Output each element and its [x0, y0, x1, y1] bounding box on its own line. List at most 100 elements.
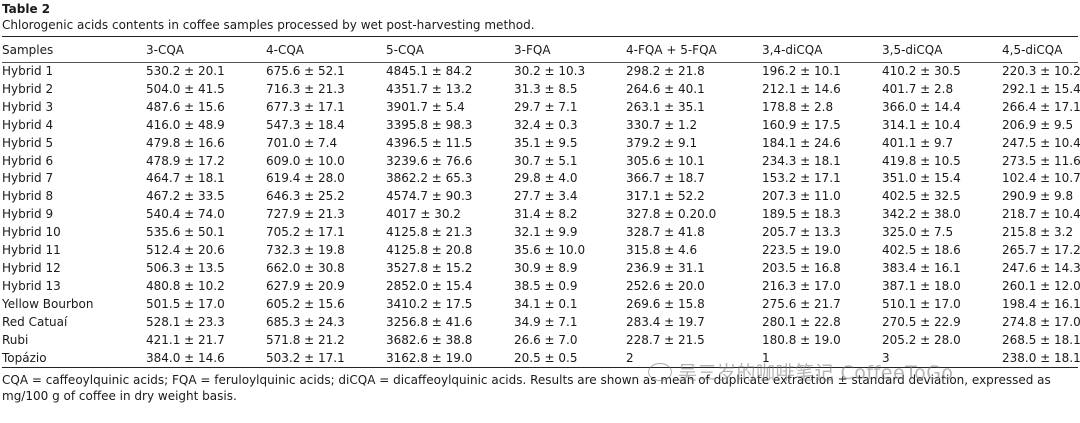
value-cell: 401.7 ± 2.8 [882, 81, 954, 96]
value-cell: 501.5 ± 17.0 [146, 296, 225, 311]
table-caption: Chlorogenic acids contents in coffee sam… [2, 18, 535, 32]
value-cell: 627.9 ± 20.9 [266, 278, 345, 293]
value-cell: 421.1 ± 21.7 [146, 332, 225, 347]
table-row: Hybrid 8 467.2 ± 33.5 646.3 ± 25.2 4574.7 ±… [2, 188, 1078, 206]
value-cell: 269.6 ± 15.8 [626, 296, 705, 311]
value-cell: 29.8 ± 4.0 [514, 171, 578, 186]
sample-name-cell: Hybrid 7 [2, 171, 54, 186]
value-cell: 506.3 ± 13.5 [146, 260, 225, 275]
value-cell: 3862.2 ± 65.3 [386, 171, 473, 186]
value-cell: 410.2 ± 30.5 [882, 64, 961, 78]
value-cell: 3682.6 ± 38.8 [386, 332, 473, 347]
column-header: 4-CQA [266, 36, 386, 63]
value-cell: 247.5 ± 10.4 [1002, 135, 1080, 150]
value-cell: 3901.7 ± 5.4 [386, 99, 465, 114]
value-cell: 3395.8 ± 98.3 [386, 117, 473, 132]
value-cell: 305.6 ± 10.1 [626, 153, 705, 168]
value-cell: 351.0 ± 15.4 [882, 171, 961, 186]
value-cell: 218.7 ± 10.4 [1002, 207, 1080, 222]
value-cell: 3162.8 ± 19.0 [386, 349, 514, 369]
table-row: Yellow Bourbon 501.5 ± 17.0 605.2 ± 15.6 34… [2, 296, 1080, 314]
value-cell: 3410.2 ± 17.5 [386, 296, 473, 311]
sample-name-cell: Hybrid 10 [2, 225, 61, 240]
value-cell: 20.5 ± 0.5 [514, 349, 626, 369]
value-cell: 236.9 ± 31.1 [626, 260, 705, 275]
value-cell: 275.6 ± 21.7 [762, 296, 841, 311]
sample-name-cell: Hybrid 5 [2, 135, 54, 150]
value-cell: 4125.8 ± 21.3 [386, 225, 473, 240]
sample-name-cell: Hybrid 8 [2, 189, 54, 204]
value-cell: 180.8 ± 19.0 [762, 332, 841, 347]
column-header: 3-CQA [146, 36, 266, 63]
sample-name-cell: Yellow Bourbon [2, 296, 94, 311]
column-header: 3,4-diCQA [762, 36, 882, 63]
value-cell: 264.6 ± 40.1 [626, 81, 705, 96]
value-cell: 4574.7 ± 90.3 [386, 189, 473, 204]
value-cell: 685.3 ± 24.3 [266, 314, 345, 329]
value-cell: 298.2 ± 21.8 [626, 64, 705, 78]
sample-name-cell: Rubi [2, 332, 29, 347]
value-cell: 223.5 ± 19.0 [762, 243, 841, 258]
value-cell: 512.4 ± 20.6 [146, 243, 225, 258]
value-cell: 716.3 ± 21.3 [266, 81, 345, 96]
table-row: Hybrid 2 504.0 ± 41.5 716.3 ± 21.3 4351.7 ±… [2, 81, 1080, 99]
value-cell: 387.1 ± 18.0 [882, 278, 961, 293]
value-cell: 419.8 ± 10.5 [882, 153, 961, 168]
sample-name-cell: Hybrid 12 [2, 260, 61, 275]
value-cell: 383.4 ± 16.1 [882, 260, 961, 275]
value-cell: 480.8 ± 10.2 [146, 278, 225, 293]
value-cell: 379.2 ± 9.1 [626, 135, 698, 150]
value-cell: 619.4 ± 28.0 [266, 171, 345, 186]
table-row: Hybrid 12 506.3 ± 13.5 662.0 ± 30.8 3527.8 … [2, 260, 1080, 278]
value-cell: 401.1 ± 9.7 [882, 135, 954, 150]
value-cell: 198.4 ± 16.1 [1002, 296, 1080, 311]
value-cell: 274.8 ± 17.0 [1002, 314, 1080, 329]
column-header: 3,5-diCQA [882, 36, 1002, 63]
value-cell: 464.7 ± 18.1 [146, 171, 225, 186]
value-cell: 328.7 ± 41.8 [626, 225, 705, 240]
value-cell: 178.8 ± 2.8 [762, 99, 834, 114]
value-cell: 260.1 ± 12.0 [1002, 278, 1080, 293]
value-cell: 416.0 ± 48.9 [146, 117, 225, 132]
value-cell: 30.7 ± 5.1 [514, 153, 578, 168]
value-cell: 530.2 ± 20.1 [146, 64, 225, 78]
value-cell: 4017 ± 30.2 [386, 207, 461, 222]
value-cell: 32.1 ± 9.9 [514, 225, 578, 240]
value-cell: 263.1 ± 35.1 [626, 99, 705, 114]
value-cell: 547.3 ± 18.4 [266, 117, 345, 132]
sample-name-cell: Hybrid 4 [2, 117, 54, 132]
value-cell: 342.2 ± 38.0 [882, 207, 961, 222]
value-cell: 270.5 ± 22.9 [882, 314, 961, 329]
value-cell: 327.8 ± 0.20.0 [626, 207, 717, 222]
table-row: Hybrid 10 535.6 ± 50.1 705.2 ± 17.1 4125.8 … [2, 224, 1078, 242]
value-cell: 3256.8 ± 41.6 [386, 314, 473, 329]
value-cell: 215.8 ± 3.2 [1002, 225, 1074, 240]
value-cell: 27.7 ± 3.4 [514, 189, 578, 204]
table-row: Topázio 384.0 ± 14.6 503.2 ± 17.1 3162.8 ± … [2, 349, 1080, 369]
value-cell: 609.0 ± 10.0 [266, 153, 345, 168]
value-cell: 26.6 ± 7.0 [514, 332, 578, 347]
value-cell: 384.0 ± 14.6 [146, 349, 266, 369]
value-cell: 31.3 ± 8.5 [514, 81, 578, 96]
value-cell: 102.4 ± 10.7 [1002, 171, 1080, 186]
value-cell: 290.9 ± 9.8 [1002, 189, 1074, 204]
data-table: Samples 3-CQA 4-CQA 5-CQA 3-FQA 4-FQA + 5-FQA… [2, 36, 1080, 369]
value-cell: 205.7 ± 13.3 [762, 225, 841, 240]
value-cell: 662.0 ± 30.8 [266, 260, 345, 275]
watermark-text: 吴三岁的咖啡笔记 CoffeeToGo [678, 362, 954, 384]
table-row: Hybrid 9 540.4 ± 74.0 727.9 ± 21.3 4017 ± 3… [2, 206, 1080, 224]
table-row: Hybrid 7 464.7 ± 18.1 619.4 ± 28.0 3862.2 ±… [2, 170, 1080, 188]
value-cell: 571.8 ± 21.2 [266, 332, 345, 347]
column-header: Samples [2, 36, 146, 63]
wechat-icon [648, 363, 672, 381]
table-header-row: Samples 3-CQA 4-CQA 5-CQA 3-FQA 4-FQA + 5-FQA… [2, 36, 1078, 63]
value-cell: 206.9 ± 9.5 [1002, 117, 1074, 132]
table-container: Table 2 Chlorogenic acids contents in co… [2, 2, 1080, 404]
value-cell: 504.0 ± 41.5 [146, 81, 225, 96]
value-cell: 216.3 ± 17.0 [762, 278, 841, 293]
value-cell: 675.6 ± 52.1 [266, 64, 345, 78]
sample-name-cell: Hybrid 13 [2, 278, 61, 293]
value-cell: 234.3 ± 18.1 [762, 153, 841, 168]
value-cell: 503.2 ± 17.1 [266, 349, 386, 369]
table-row: Hybrid 3 487.6 ± 15.6 677.3 ± 17.1 3901.7 ±… [2, 99, 1080, 117]
